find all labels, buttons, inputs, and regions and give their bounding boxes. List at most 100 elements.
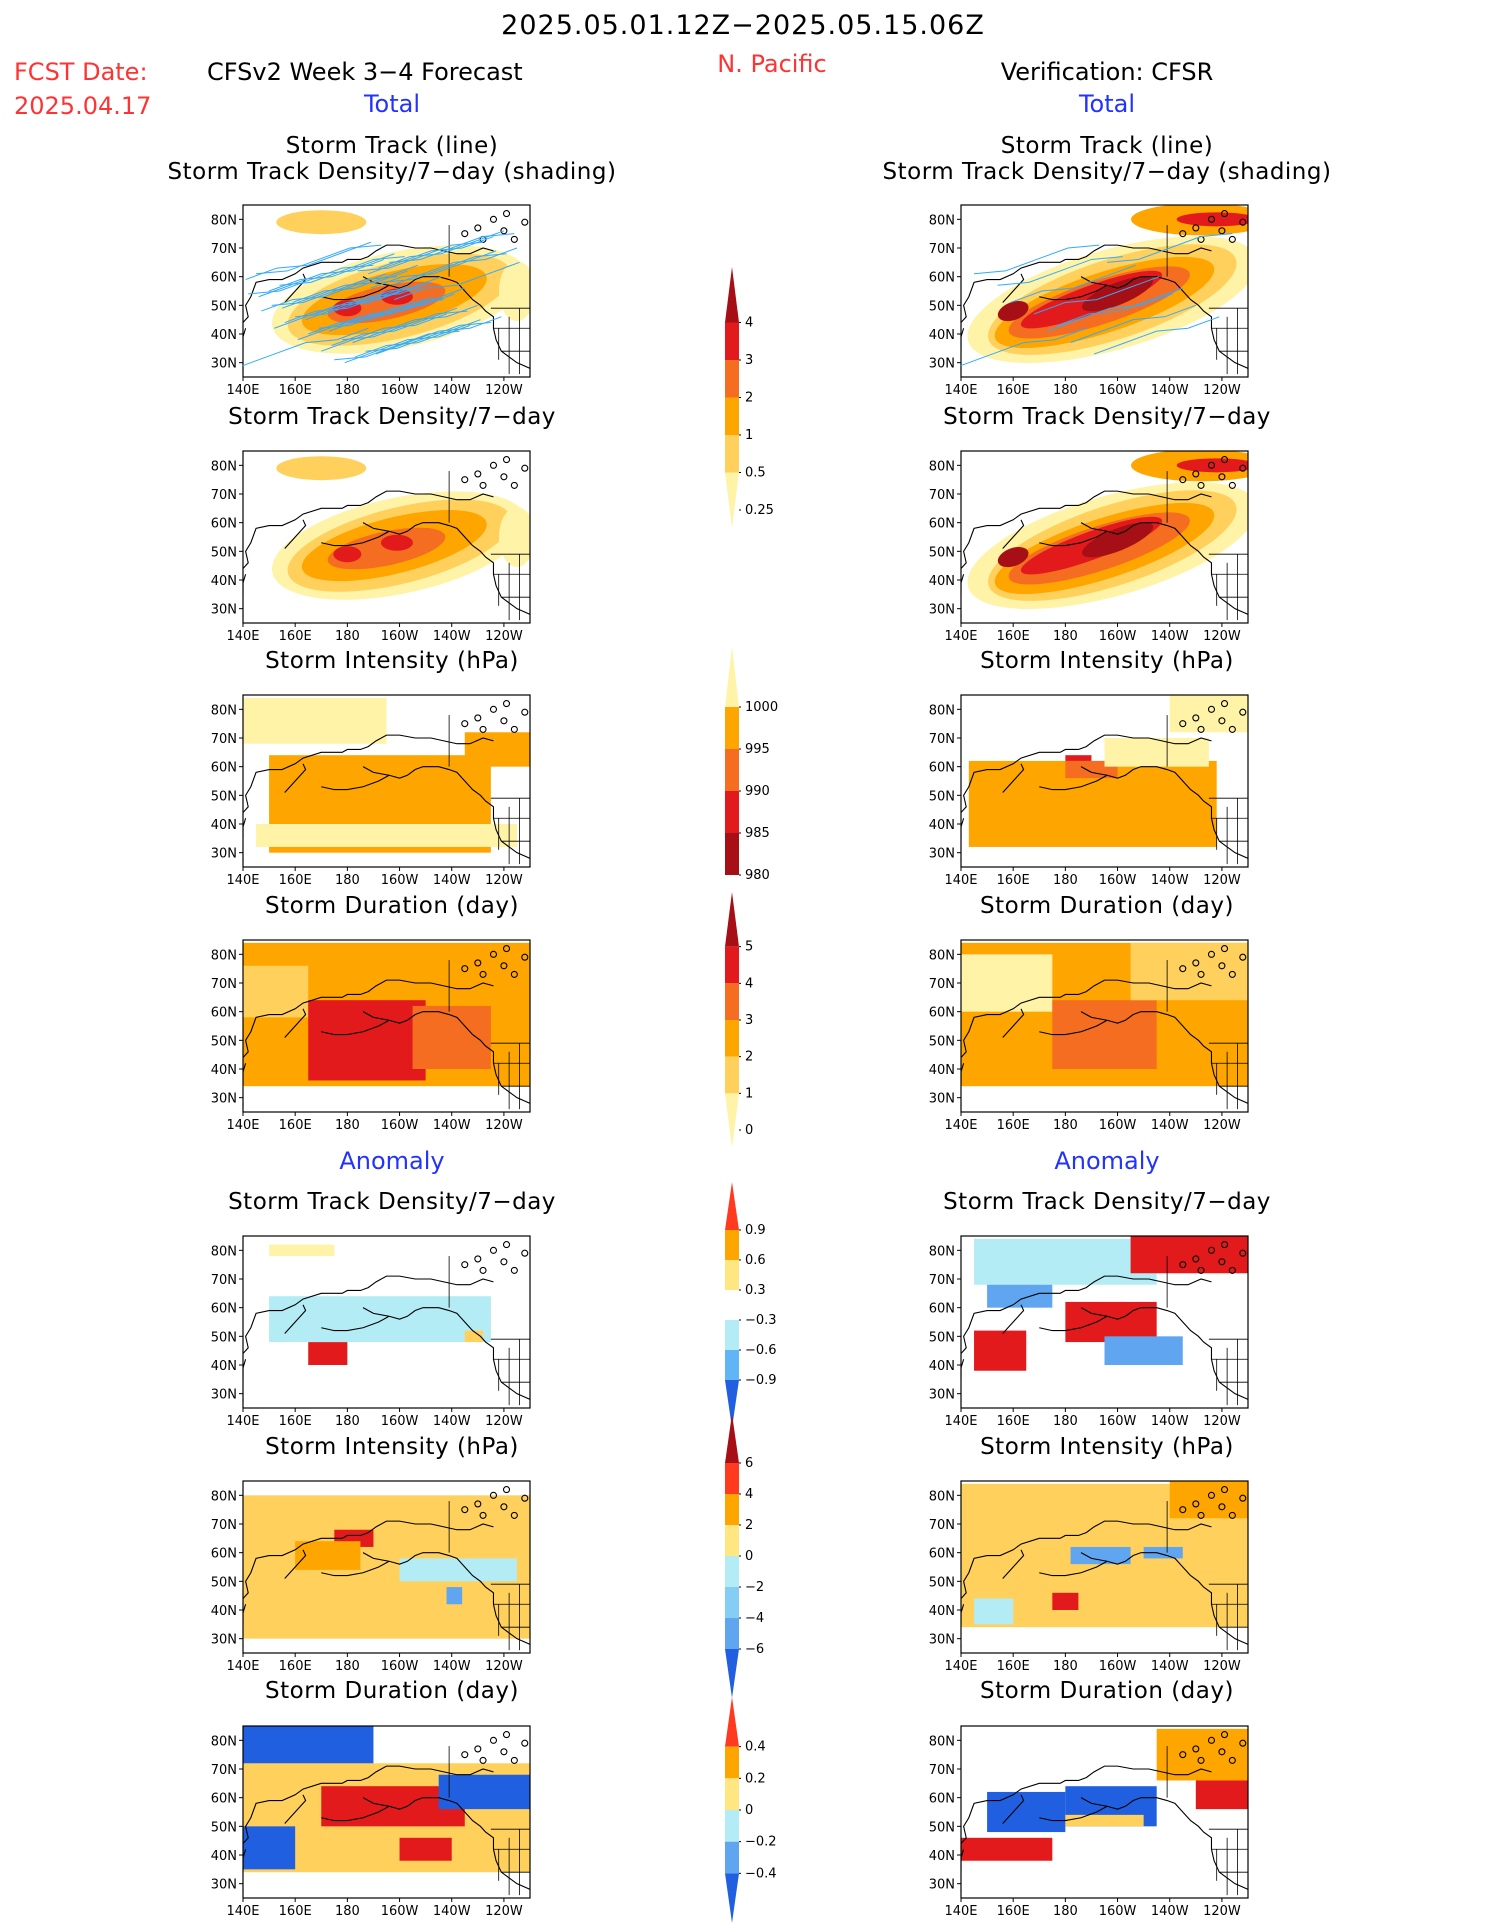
x-tick-label: 160W xyxy=(381,1414,419,1429)
y-tick-label: 50N xyxy=(211,789,237,804)
x-tick-label: 160W xyxy=(1099,873,1137,888)
anom-track-density-map-verification: 140E 160E 180 160W 140W 120W 80N 70N 60N 50N 40N 30… xyxy=(929,1235,1249,1430)
y-tick-label: 70N xyxy=(211,1518,237,1533)
y-tick-label: 70N xyxy=(211,732,237,747)
x-tick-label: 140W xyxy=(1151,1414,1189,1429)
y-tick-label: 30N xyxy=(211,1633,237,1648)
colorbar-tick-label: −2 xyxy=(745,1580,764,1595)
region-title: N. Pacific xyxy=(717,50,827,78)
y-tick-label: 60N xyxy=(929,1006,955,1021)
x-tick-label: 140W xyxy=(1151,1659,1189,1674)
x-tick-label: 160W xyxy=(381,1659,419,1674)
colorbar-tick-label: 6 xyxy=(745,1456,753,1471)
x-tick-label: 180 xyxy=(1053,1659,1078,1674)
x-tick-label: 180 xyxy=(1053,873,1078,888)
anom-track-density-map-forecast: 140E 160E 180 160W 140W 120W 80N 70N 60N 50N 40N 30… xyxy=(211,1235,531,1430)
x-tick-label: 120W xyxy=(485,383,523,398)
y-tick-label: 80N xyxy=(211,213,237,228)
x-tick-label: 160W xyxy=(381,629,419,644)
storm-intensity-map-forecast: 140E 160E 180 160W 140W 120W 80N 70N 60N 50N 40N 30… xyxy=(211,694,531,889)
intensity-colorbar: 1000 995 990 985 980 xyxy=(725,645,785,885)
y-tick-label: 50N xyxy=(929,1820,955,1835)
y-tick-label: 80N xyxy=(929,1734,955,1749)
colorbar-tick-label: 0 xyxy=(745,1549,753,1564)
x-tick-label: 160E xyxy=(997,1118,1030,1133)
x-tick-label: 140W xyxy=(433,1904,471,1919)
y-tick-label: 40N xyxy=(929,1359,955,1374)
y-tick-label: 80N xyxy=(929,703,955,718)
y-tick-label: 40N xyxy=(929,1063,955,1078)
x-tick-label: 180 xyxy=(335,1904,360,1919)
y-tick-label: 70N xyxy=(929,1763,955,1778)
y-tick-label: 30N xyxy=(211,1878,237,1893)
panel-title-left-2: Storm Intensity (hPa) xyxy=(265,648,519,674)
x-tick-label: 140W xyxy=(433,1414,471,1429)
track-density-map-forecast: 140E 160E 180 160W 140W 120W 80N 70N 60N 50N 40N 30… xyxy=(211,450,531,645)
y-tick-label: 30N xyxy=(211,603,237,618)
panel-title-right-4: Storm Track Density/7−day xyxy=(943,1189,1271,1215)
y-tick-label: 70N xyxy=(929,242,955,257)
x-tick-label: 140W xyxy=(433,1118,471,1133)
anomaly-label-left: Anomaly xyxy=(339,1147,445,1175)
x-tick-label: 140E xyxy=(226,383,259,398)
colorbar-tick-label: −0.4 xyxy=(745,1866,777,1881)
track-density-map-verification: 140E 160E 180 160W 140W 120W 80N 70N 60N 50N 40N 30… xyxy=(929,450,1249,645)
verification-title: Verification: CFSR xyxy=(1000,58,1214,86)
colorbar-tick-label: 1 xyxy=(745,428,753,443)
y-tick-label: 50N xyxy=(929,1330,955,1345)
anom-density-colorbar: 0.9 0.6 0.3 −0.3 −0.6 −0.9 xyxy=(725,1180,785,1428)
y-tick-label: 60N xyxy=(929,517,955,532)
x-tick-label: 120W xyxy=(1203,1904,1241,1919)
x-tick-label: 120W xyxy=(485,1414,523,1429)
y-tick-label: 40N xyxy=(211,1604,237,1619)
x-tick-label: 140E xyxy=(944,629,977,644)
colorbar-tick-label: 1 xyxy=(745,1086,753,1101)
anom-storm-duration-map-verification: 140E 160E 180 160W 140W 120W 80N 70N 60N 50N 40N 30… xyxy=(929,1725,1249,1920)
x-tick-label: 180 xyxy=(1053,1904,1078,1919)
x-tick-label: 140W xyxy=(1151,873,1189,888)
y-tick-label: 60N xyxy=(211,1302,237,1317)
anom-storm-intensity-map-verification: 140E 160E 180 160W 140W 120W 80N 70N 60N 50N 40N 30… xyxy=(929,1480,1249,1675)
x-tick-label: 160W xyxy=(1099,1414,1137,1429)
x-tick-label: 160E xyxy=(279,1659,312,1674)
y-tick-label: 60N xyxy=(929,761,955,776)
colorbar-tick-label: 0.4 xyxy=(745,1740,766,1755)
panel-title-left-6: Storm Duration (day) xyxy=(265,1678,519,1704)
panel-title-left-3: Storm Duration (day) xyxy=(265,893,519,919)
y-tick-label: 50N xyxy=(929,1575,955,1590)
y-tick-label: 70N xyxy=(211,1763,237,1778)
y-tick-label: 50N xyxy=(929,1034,955,1049)
y-tick-label: 70N xyxy=(929,1518,955,1533)
y-tick-label: 70N xyxy=(929,977,955,992)
colorbar-tick-label: −0.6 xyxy=(745,1343,777,1358)
x-tick-label: 160E xyxy=(997,383,1030,398)
x-tick-label: 180 xyxy=(1053,1414,1078,1429)
x-tick-label: 160E xyxy=(997,1414,1030,1429)
colorbar-tick-label: 0.5 xyxy=(745,466,766,481)
y-tick-label: 70N xyxy=(211,242,237,257)
y-tick-label: 80N xyxy=(211,1244,237,1259)
x-tick-label: 120W xyxy=(1203,383,1241,398)
colorbar-tick-label: 5 xyxy=(745,940,753,955)
y-tick-label: 80N xyxy=(211,1734,237,1749)
y-tick-label: 70N xyxy=(211,977,237,992)
colorbar-tick-label: 1000 xyxy=(745,700,778,715)
x-tick-label: 140E xyxy=(944,1118,977,1133)
colorbar-tick-label: 0.6 xyxy=(745,1253,766,1268)
x-tick-label: 140W xyxy=(433,1659,471,1674)
x-tick-label: 120W xyxy=(1203,1659,1241,1674)
y-tick-label: 80N xyxy=(211,948,237,963)
colorbar-tick-label: 3 xyxy=(745,1013,753,1028)
x-tick-label: 140W xyxy=(1151,383,1189,398)
model-title: CFSv2 Week 3−4 Forecast xyxy=(207,58,523,86)
y-tick-label: 30N xyxy=(929,1092,955,1107)
y-tick-label: 60N xyxy=(929,1302,955,1317)
y-tick-label: 50N xyxy=(929,299,955,314)
x-tick-label: 160W xyxy=(381,873,419,888)
x-tick-label: 160W xyxy=(381,383,419,398)
period-title: 2025.05.01.12Z−2025.05.15.06Z xyxy=(501,10,985,41)
y-tick-label: 40N xyxy=(929,328,955,343)
colorbar-tick-label: 4 xyxy=(745,316,753,331)
x-tick-label: 120W xyxy=(1203,1414,1241,1429)
x-tick-label: 160W xyxy=(381,1118,419,1133)
